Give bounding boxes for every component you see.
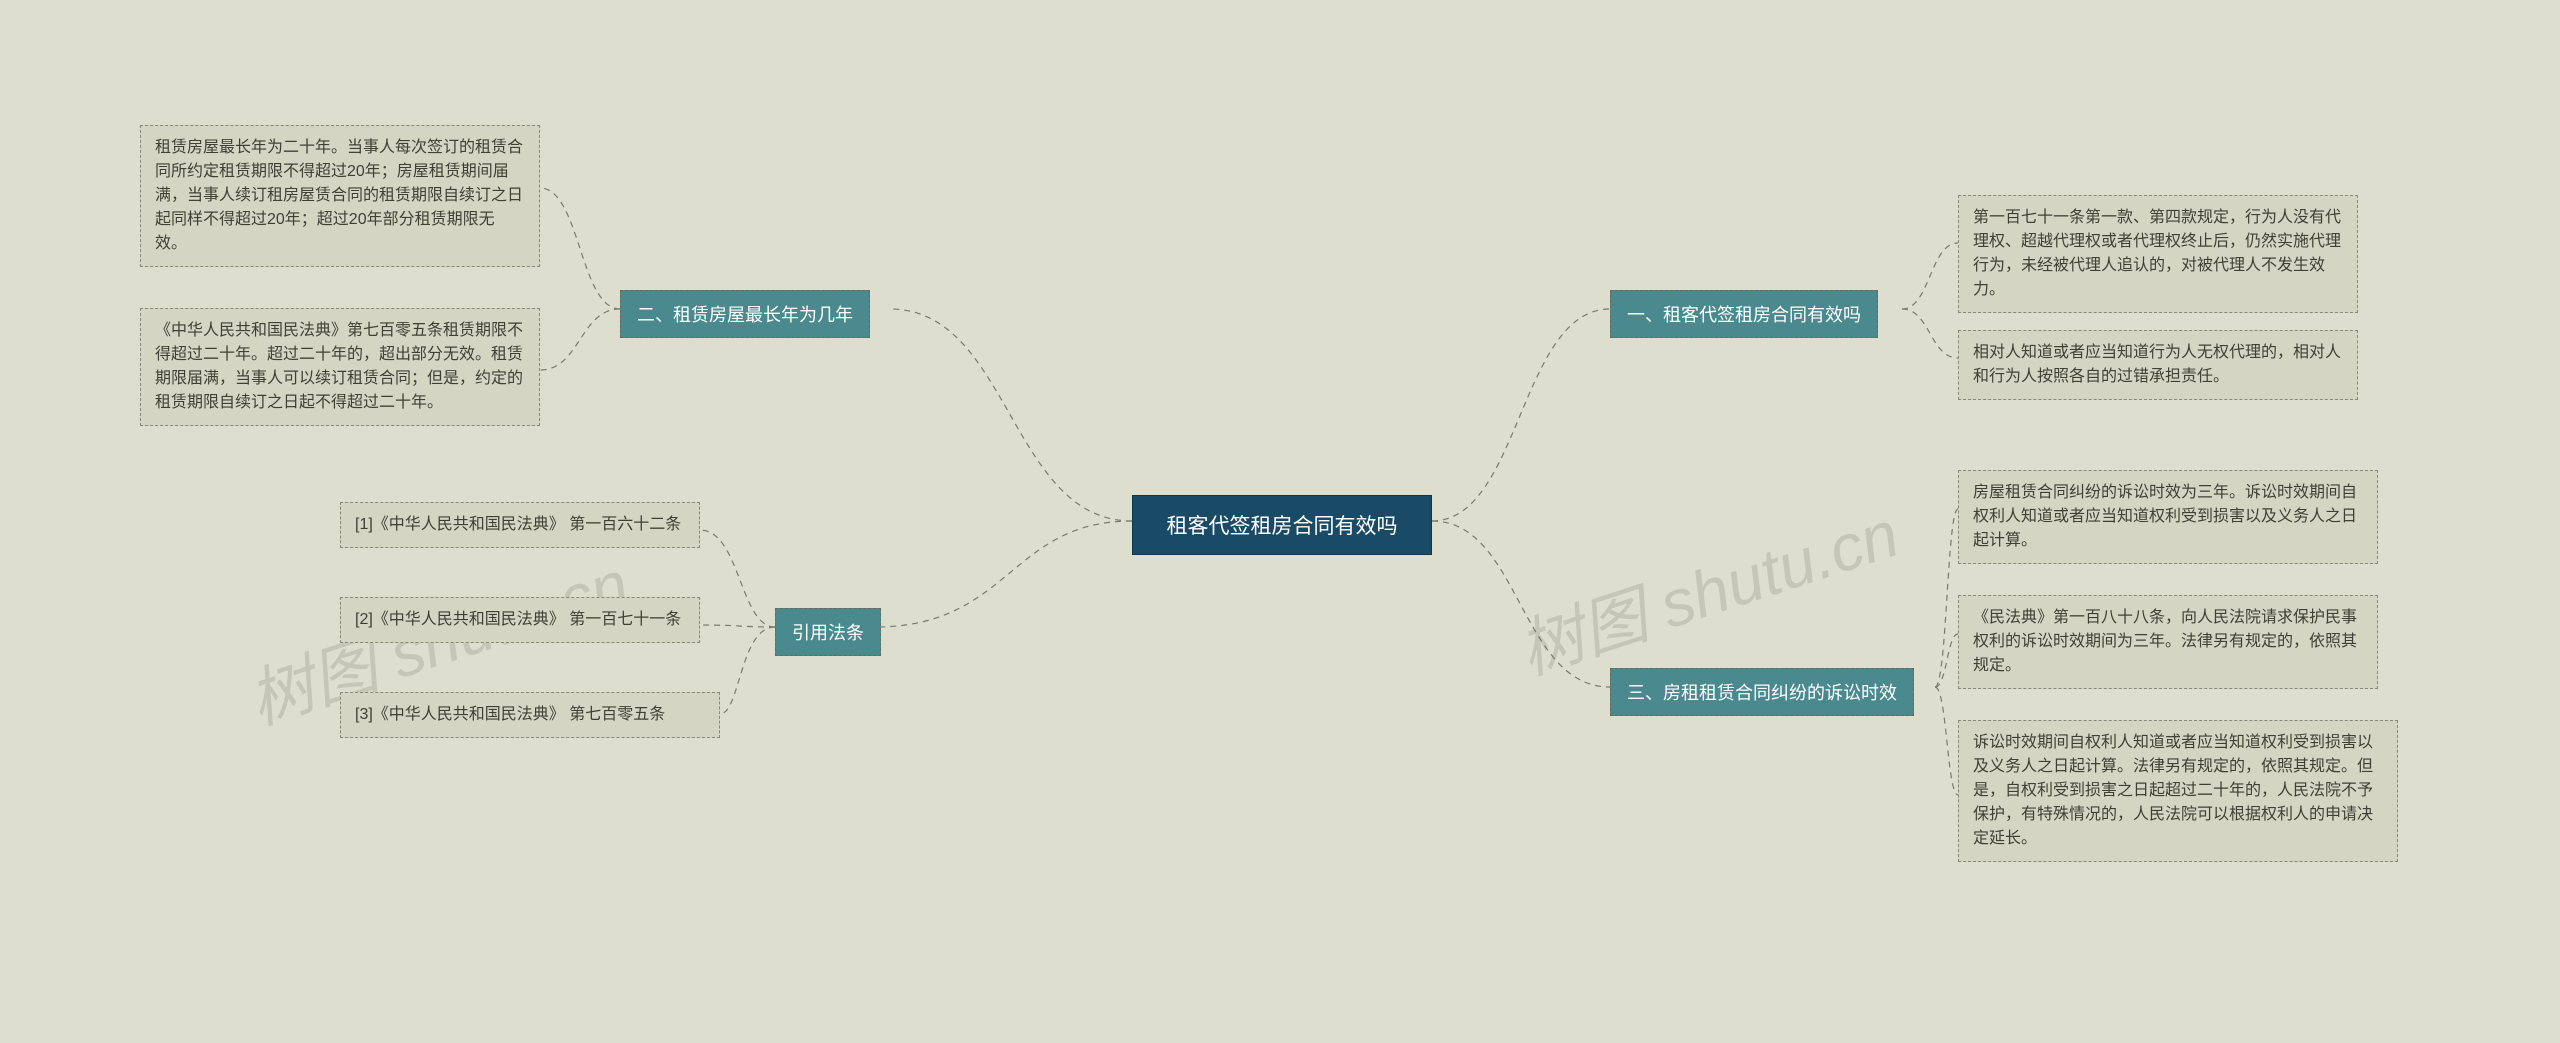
leaf-l1-1: 租赁房屋最长年为二十年。当事人每次签订的租赁合同所约定租赁期限不得超过20年；房… bbox=[140, 125, 540, 267]
branch-left-1: 二、租赁房屋最长年为几年 bbox=[620, 290, 870, 338]
leaf-r1-1: 第一百七十一条第一款、第四款规定，行为人没有代理权、超越代理权或者代理权终止后，… bbox=[1958, 195, 2358, 313]
branch-left-2: 引用法条 bbox=[775, 608, 881, 656]
leaf-l2-3: [3]《中华人民共和国民法典》 第七百零五条 bbox=[340, 692, 720, 738]
branch-right-1: 一、租客代签租房合同有效吗 bbox=[1610, 290, 1878, 338]
root-node: 租客代签租房合同有效吗 bbox=[1132, 495, 1432, 555]
leaf-r1-2: 相对人知道或者应当知道行为人无权代理的，相对人和行为人按照各自的过错承担责任。 bbox=[1958, 330, 2358, 400]
leaf-r2-1: 房屋租赁合同纠纷的诉讼时效为三年。诉讼时效期间自权利人知道或者应当知道权利受到损… bbox=[1958, 470, 2378, 564]
leaf-l1-2: 《中华人民共和国民法典》第七百零五条租赁期限不得超过二十年。超过二十年的，超出部… bbox=[140, 308, 540, 426]
leaf-r2-3: 诉讼时效期间自权利人知道或者应当知道权利受到损害以及义务人之日起计算。法律另有规… bbox=[1958, 720, 2398, 862]
leaf-l2-1: [1]《中华人民共和国民法典》 第一百六十二条 bbox=[340, 502, 700, 548]
leaf-r2-2: 《民法典》第一百八十八条，向人民法院请求保护民事权利的诉讼时效期间为三年。法律另… bbox=[1958, 595, 2378, 689]
watermark-2: 树图 shutu.cn bbox=[1505, 481, 1909, 692]
leaf-l2-2: [2]《中华人民共和国民法典》 第一百七十一条 bbox=[340, 597, 700, 643]
branch-right-2: 三、房租租赁合同纠纷的诉讼时效 bbox=[1610, 668, 1914, 716]
